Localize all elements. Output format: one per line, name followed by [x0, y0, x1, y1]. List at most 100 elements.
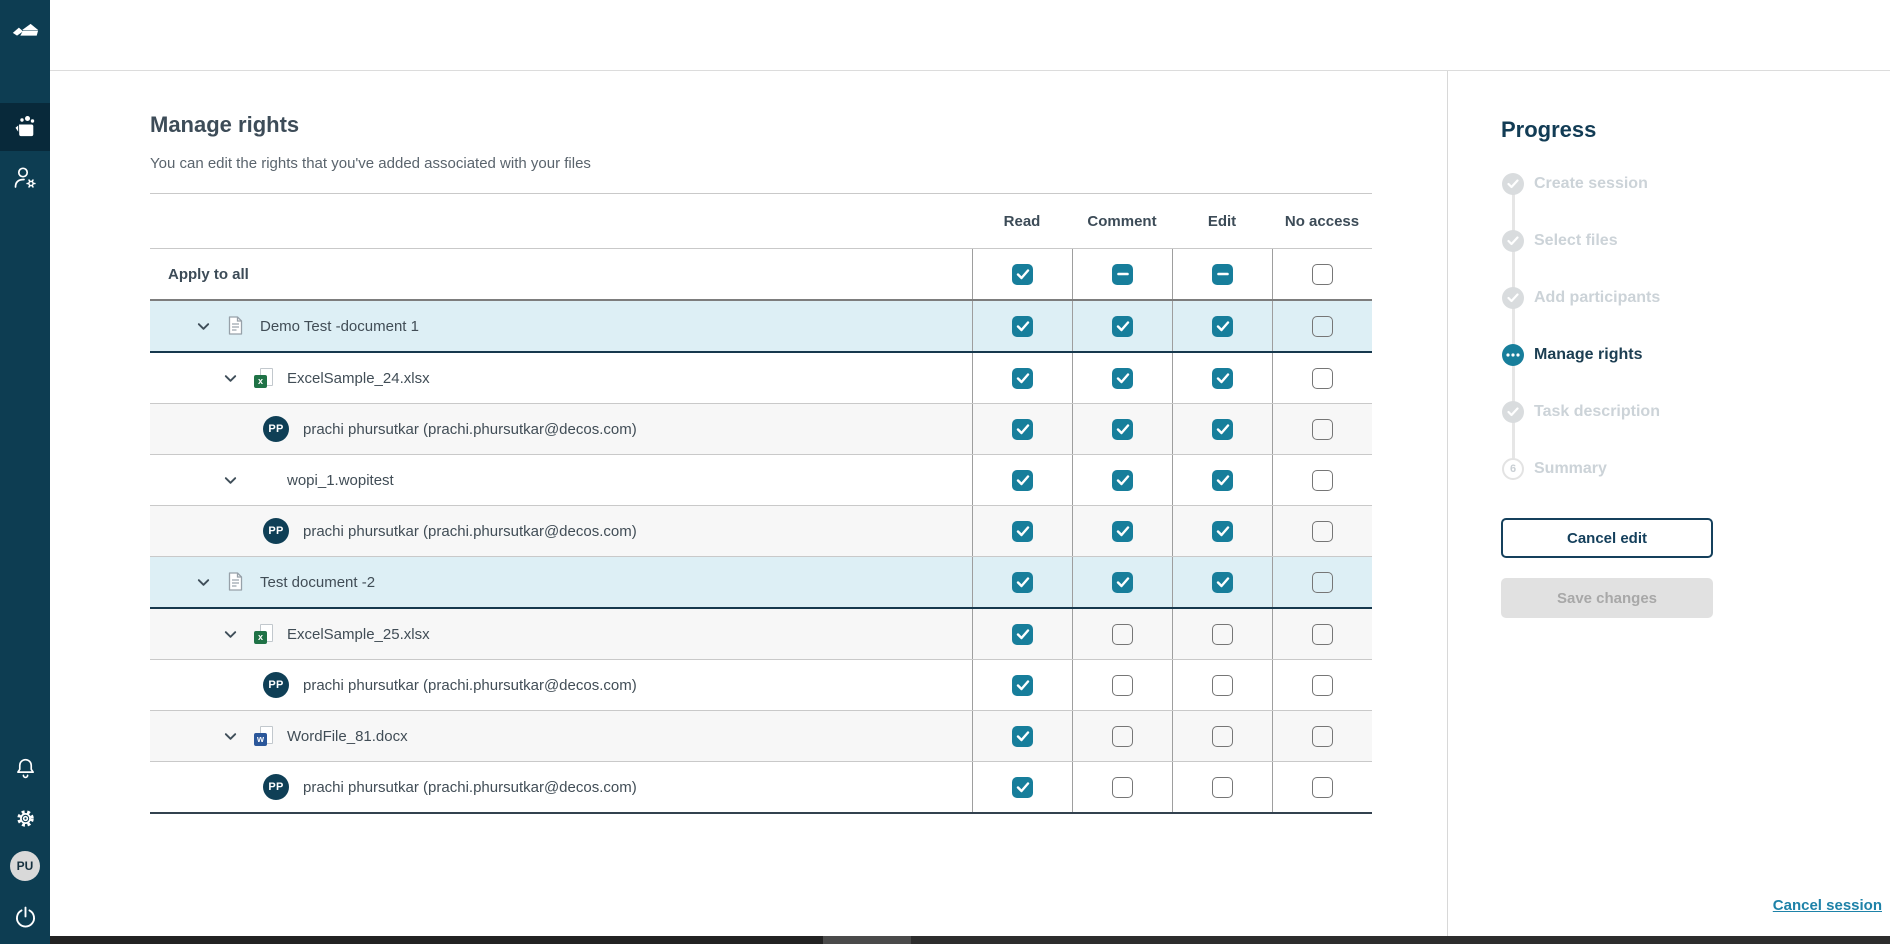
checkbox-comment[interactable]	[1112, 315, 1133, 337]
checkbox-read[interactable]	[1012, 469, 1033, 491]
checkbox-no-access[interactable]	[1312, 263, 1333, 285]
progress-step-add-participants[interactable]: Add participants	[1502, 269, 1890, 326]
user-avatar[interactable]: PU	[0, 851, 50, 881]
row-name-cell: wopi_1.wopitest	[150, 455, 972, 505]
cell-no-access	[1272, 353, 1372, 403]
row-name-cell: x ExcelSample_25.xlsx	[150, 609, 972, 659]
row-name-cell: PP prachi phursutkar (prachi.phursutkar@d…	[150, 660, 972, 710]
checkbox-edit[interactable]	[1212, 674, 1233, 696]
table-row: PP prachi phursutkar (prachi.phursutkar@d…	[150, 660, 1372, 711]
checkbox-edit[interactable]	[1212, 367, 1233, 389]
app-logo-icon[interactable]	[0, 14, 50, 46]
checkbox-comment[interactable]	[1112, 263, 1133, 285]
checkbox-no-access[interactable]	[1312, 725, 1333, 747]
cell-edit	[1172, 660, 1272, 710]
cancel-session-link[interactable]: Cancel session	[1772, 897, 1882, 914]
checkbox-read[interactable]	[1012, 776, 1033, 798]
table-row: x ExcelSample_24.xlsx	[150, 353, 1372, 404]
checkbox-edit[interactable]	[1212, 263, 1233, 285]
cell-read	[972, 353, 1072, 403]
checkbox-comment[interactable]	[1112, 520, 1133, 542]
checkbox-edit[interactable]	[1212, 418, 1233, 440]
checkbox-comment[interactable]	[1112, 367, 1133, 389]
cell-edit	[1172, 609, 1272, 659]
checkbox-comment[interactable]	[1112, 469, 1133, 491]
cell-comment	[1072, 711, 1172, 761]
left-nav-rail: PU	[0, 0, 50, 944]
row-name-cell: PP prachi phursutkar (prachi.phursutkar@d…	[150, 762, 972, 812]
checkbox-no-access[interactable]	[1312, 776, 1333, 798]
checkbox-read[interactable]	[1012, 571, 1033, 593]
checkbox-edit[interactable]	[1212, 571, 1233, 593]
expand-chevron-icon[interactable]	[222, 626, 238, 642]
word-file-icon: w	[254, 726, 274, 746]
progress-step-select-files[interactable]: Select files	[1502, 212, 1890, 269]
cell-comment	[1072, 249, 1172, 299]
table-row: Apply to all	[150, 249, 1372, 301]
checkbox-comment[interactable]	[1112, 623, 1133, 645]
checkbox-comment[interactable]	[1112, 418, 1133, 440]
progress-step-create-session[interactable]: Create session	[1502, 155, 1890, 212]
notifications-bell-icon[interactable]	[0, 751, 50, 785]
row-name-cell: Test document -2	[150, 557, 972, 607]
checkbox-no-access[interactable]	[1312, 315, 1333, 337]
checkbox-no-access[interactable]	[1312, 674, 1333, 696]
progress-step-task-description[interactable]: Task description	[1502, 383, 1890, 440]
expand-chevron-icon[interactable]	[195, 318, 211, 334]
progress-step-summary[interactable]: 6 Summary	[1502, 440, 1890, 497]
settings-gear-icon[interactable]	[0, 801, 50, 835]
checkbox-edit[interactable]	[1212, 776, 1233, 798]
checkbox-edit[interactable]	[1212, 469, 1233, 491]
checkbox-read[interactable]	[1012, 367, 1033, 389]
cancel-edit-button[interactable]: Cancel edit	[1501, 518, 1713, 558]
step-label: Add participants	[1534, 288, 1661, 306]
cell-read	[972, 506, 1072, 556]
checkbox-edit[interactable]	[1212, 315, 1233, 337]
cell-edit	[1172, 762, 1272, 812]
expand-chevron-icon[interactable]	[222, 370, 238, 386]
rights-table-header: Read Comment Edit No access	[150, 193, 1372, 249]
table-row: Demo Test -document 1	[150, 301, 1372, 353]
checkbox-comment[interactable]	[1112, 725, 1133, 747]
cell-no-access	[1272, 609, 1372, 659]
progress-step-manage-rights[interactable]: Manage rights	[1502, 326, 1890, 383]
participant-avatar: PP	[263, 774, 289, 800]
checkbox-no-access[interactable]	[1312, 571, 1333, 593]
checkbox-edit[interactable]	[1212, 725, 1233, 747]
checkbox-edit[interactable]	[1212, 623, 1233, 645]
checkbox-read[interactable]	[1012, 315, 1033, 337]
checkbox-comment[interactable]	[1112, 776, 1133, 798]
checkbox-no-access[interactable]	[1312, 469, 1333, 491]
page-title: Manage rights	[150, 112, 300, 137]
cell-edit	[1172, 711, 1272, 761]
save-changes-button[interactable]: Save changes	[1501, 578, 1713, 618]
table-row: w WordFile_81.docx	[150, 711, 1372, 762]
document-icon	[227, 316, 247, 336]
checkbox-no-access[interactable]	[1312, 623, 1333, 645]
cell-no-access	[1272, 249, 1372, 299]
checkbox-read[interactable]	[1012, 263, 1033, 285]
step-label: Task description	[1534, 402, 1660, 420]
checkbox-read[interactable]	[1012, 418, 1033, 440]
participant-avatar: PP	[263, 518, 289, 544]
checkbox-comment[interactable]	[1112, 674, 1133, 696]
checkbox-edit[interactable]	[1212, 520, 1233, 542]
cell-comment	[1072, 404, 1172, 454]
power-logout-icon[interactable]	[0, 900, 50, 934]
checkbox-read[interactable]	[1012, 725, 1033, 747]
checkbox-comment[interactable]	[1112, 571, 1133, 593]
row-label: Demo Test -document 1	[260, 317, 419, 335]
checkbox-read[interactable]	[1012, 674, 1033, 696]
checkbox-no-access[interactable]	[1312, 520, 1333, 542]
sessions-icon[interactable]	[0, 110, 50, 144]
expand-chevron-icon[interactable]	[222, 728, 238, 744]
checkbox-no-access[interactable]	[1312, 418, 1333, 440]
row-name-cell: Demo Test -document 1	[150, 301, 972, 351]
checkbox-read[interactable]	[1012, 623, 1033, 645]
user-settings-icon[interactable]	[0, 160, 50, 194]
expand-chevron-icon[interactable]	[222, 472, 238, 488]
checkbox-no-access[interactable]	[1312, 367, 1333, 389]
expand-chevron-icon[interactable]	[195, 574, 211, 590]
checkbox-read[interactable]	[1012, 520, 1033, 542]
cell-comment	[1072, 455, 1172, 505]
